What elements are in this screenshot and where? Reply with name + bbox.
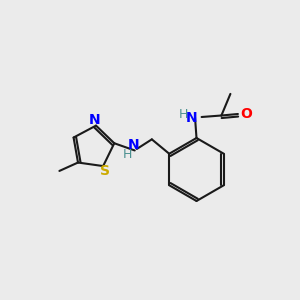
Text: O: O	[240, 107, 252, 121]
Text: N: N	[128, 138, 139, 152]
Text: N: N	[89, 113, 100, 127]
Text: H: H	[123, 148, 133, 161]
Text: S: S	[100, 164, 110, 178]
Text: H: H	[179, 107, 188, 121]
Text: N: N	[186, 111, 198, 124]
